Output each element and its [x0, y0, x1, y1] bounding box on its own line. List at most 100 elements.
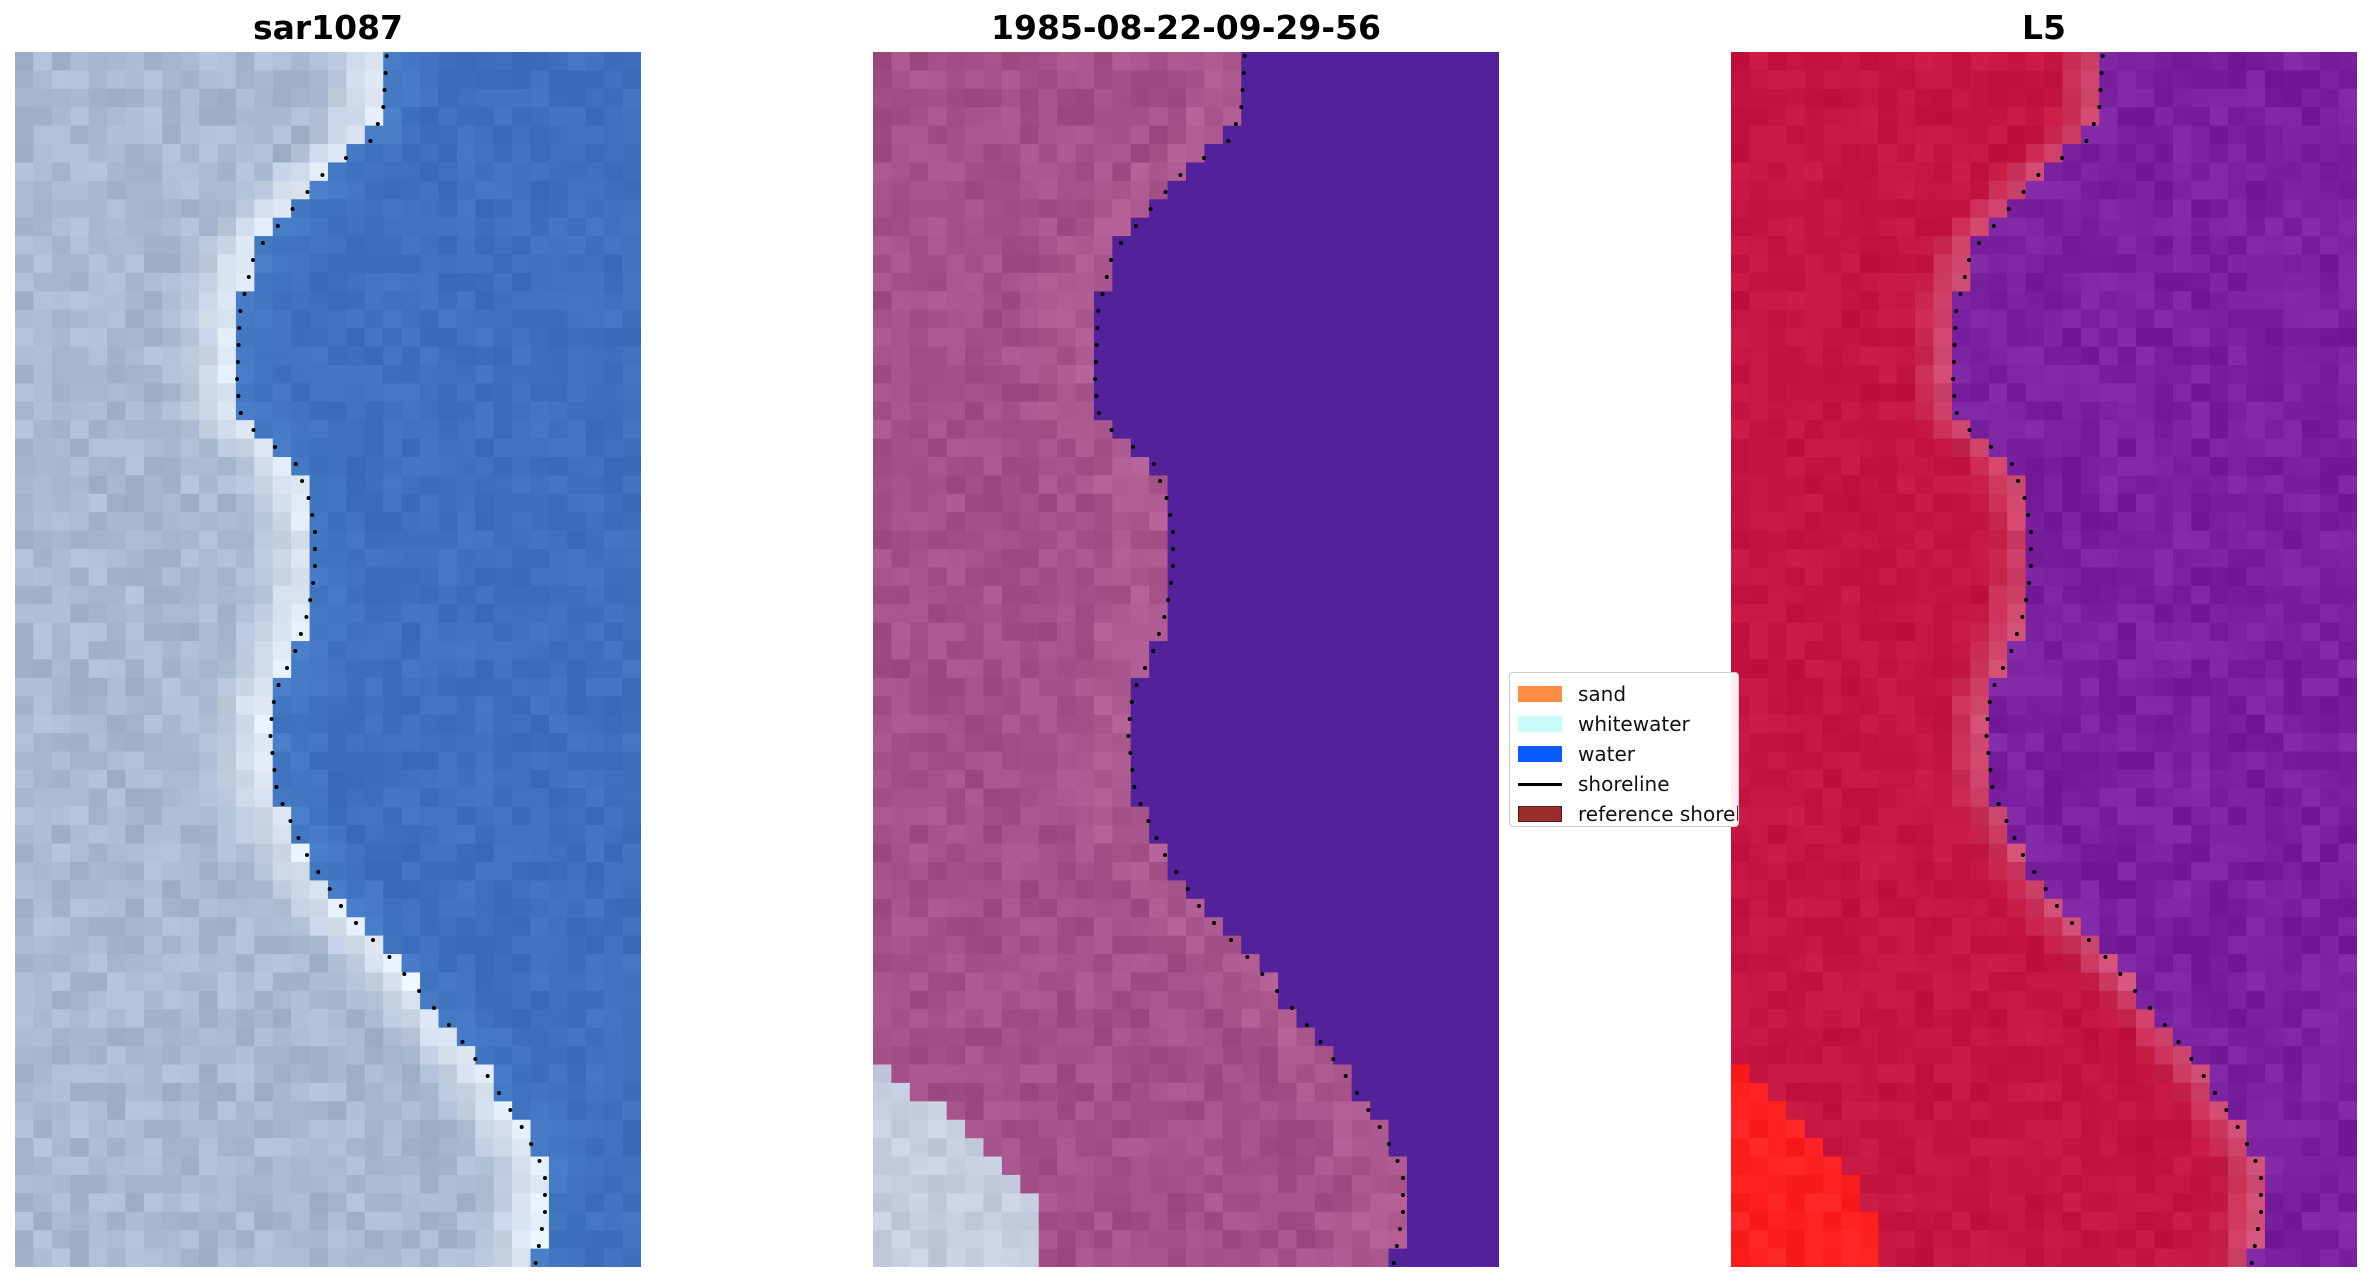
image-pixel — [965, 291, 985, 311]
image-pixel — [1425, 714, 1445, 734]
image-pixel — [1480, 291, 1499, 311]
image-pixel — [1351, 493, 1371, 513]
image-pixel — [33, 898, 53, 918]
image-pixel — [420, 309, 440, 329]
image-pixel — [420, 862, 440, 882]
image-pixel — [622, 1046, 641, 1066]
image-pixel — [946, 898, 966, 918]
image-pixel — [309, 1119, 329, 1139]
image-pixel — [1001, 898, 1021, 918]
image-pixel — [2246, 125, 2266, 145]
image-pixel — [567, 125, 587, 145]
image-pixel — [1462, 346, 1482, 366]
image-pixel — [1222, 530, 1242, 550]
image-pixel — [1186, 475, 1206, 495]
image-pixel — [456, 401, 476, 421]
image-pixel — [235, 383, 255, 403]
image-pixel — [965, 898, 985, 918]
image-pixel — [2080, 52, 2100, 72]
image-pixel — [548, 751, 568, 771]
image-pixel — [235, 769, 255, 789]
image-pixel — [530, 1046, 550, 1066]
image-pixel — [70, 512, 90, 532]
image-pixel — [1038, 788, 1058, 808]
image-pixel — [1333, 493, 1353, 513]
image-pixel — [2099, 125, 2119, 145]
image-pixel — [475, 1064, 495, 1084]
image-pixel — [51, 843, 71, 863]
image-pixel — [1296, 898, 1316, 918]
image-pixel — [1167, 954, 1187, 974]
image-pixel — [2191, 180, 2211, 200]
image-pixel — [493, 125, 513, 145]
image-pixel — [1020, 107, 1040, 127]
image-pixel — [1388, 1046, 1408, 1066]
image-pixel — [946, 1101, 966, 1121]
image-pixel — [1020, 1027, 1040, 1047]
image-pixel — [364, 107, 384, 127]
image-pixel — [946, 622, 966, 642]
image-pixel — [309, 769, 329, 789]
image-pixel — [1443, 1101, 1463, 1121]
image-pixel — [401, 788, 421, 808]
image-pixel — [1075, 843, 1095, 863]
image-pixel — [1241, 954, 1261, 974]
image-pixel — [585, 530, 605, 550]
image-pixel — [946, 272, 966, 292]
image-pixel — [1351, 1211, 1371, 1231]
image-pixel — [622, 1064, 641, 1084]
image-pixel — [1259, 954, 1279, 974]
image-pixel — [217, 898, 237, 918]
image-pixel — [143, 52, 163, 72]
image-pixel — [548, 457, 568, 477]
image-pixel — [1020, 1211, 1040, 1231]
image-pixel — [383, 530, 403, 550]
shoreline-dot — [310, 513, 315, 517]
image-pixel — [873, 125, 893, 145]
image-pixel — [873, 714, 893, 734]
image-pixel — [199, 585, 219, 605]
image-pixel — [438, 769, 458, 789]
image-pixel — [1204, 162, 1224, 182]
image-pixel — [567, 898, 587, 918]
image-pixel — [180, 475, 200, 495]
image-pixel — [493, 144, 513, 164]
image-pixel — [1406, 898, 1426, 918]
image-pixel — [1425, 401, 1445, 421]
rgb-image — [15, 52, 641, 1267]
image-pixel — [1406, 309, 1426, 329]
image-pixel — [928, 1156, 948, 1176]
image-pixel — [364, 1046, 384, 1066]
image-pixel — [272, 254, 292, 274]
image-pixel — [125, 1193, 145, 1213]
image-pixel — [2062, 125, 2082, 145]
image-pixel — [548, 1174, 568, 1194]
image-pixel — [1278, 328, 1298, 348]
image-pixel — [1480, 309, 1499, 329]
shoreline-dot — [273, 445, 277, 449]
image-pixel — [1804, 236, 1824, 256]
image-pixel — [1351, 217, 1371, 237]
image-pixel — [401, 622, 421, 642]
image-pixel — [1259, 751, 1279, 771]
image-pixel — [143, 1046, 163, 1066]
image-pixel — [946, 1156, 966, 1176]
image-pixel — [456, 328, 476, 348]
image-pixel — [346, 788, 366, 808]
image-pixel — [1075, 825, 1095, 845]
image-pixel — [983, 806, 1003, 826]
image-pixel — [1823, 199, 1843, 219]
image-pixel — [983, 52, 1003, 72]
image-pixel — [1296, 1027, 1316, 1047]
image-pixel — [309, 144, 329, 164]
image-pixel — [2338, 107, 2357, 127]
image-pixel — [383, 236, 403, 256]
image-pixel — [199, 769, 219, 789]
shoreline-dot — [1154, 836, 1159, 840]
image-pixel — [1241, 1230, 1261, 1250]
image-pixel — [1149, 70, 1169, 90]
image-pixel — [1038, 217, 1058, 237]
image-pixel — [328, 254, 348, 274]
image-pixel — [88, 493, 108, 513]
image-pixel — [235, 862, 255, 882]
